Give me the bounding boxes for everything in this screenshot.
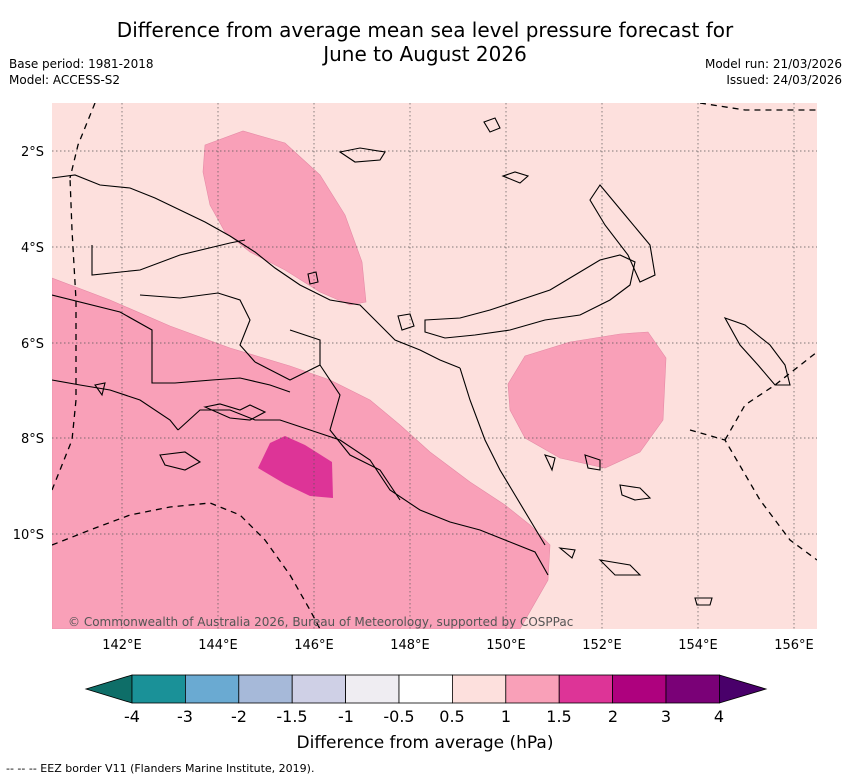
lon-label: 152°E bbox=[582, 638, 622, 653]
colorbar-tick: 0.5 bbox=[439, 707, 464, 726]
graticule bbox=[52, 103, 817, 629]
lon-label: 156°E bbox=[774, 638, 814, 653]
colorbar-extend-high bbox=[719, 674, 768, 704]
model-run: Model run: 21/03/2026 bbox=[704, 57, 842, 71]
colorbar-title: Difference from average (hPa) bbox=[297, 733, 554, 753]
lat-label: 4°S bbox=[21, 241, 44, 256]
coastlines bbox=[52, 117, 791, 606]
lat-labels: 2°S 4°S 6°S 8°S 10°S bbox=[13, 145, 44, 543]
colorbar-tick: -3 bbox=[177, 707, 193, 726]
colorbar-ticks: -4 -3 -2 -1.5 -1 -0.5 0.5 1 1.5 2 3 4 bbox=[124, 707, 724, 726]
lat-label: 6°S bbox=[21, 337, 44, 352]
eez-borders bbox=[52, 103, 817, 629]
colorbar-tick: -2 bbox=[231, 707, 247, 726]
lat-label: 8°S bbox=[21, 432, 44, 447]
issued-date: Issued: 24/03/2026 bbox=[726, 73, 842, 87]
colorbar-swatch bbox=[558, 674, 614, 704]
colorbar-swatch bbox=[612, 674, 667, 704]
lon-label: 150°E bbox=[486, 638, 526, 653]
meta-left: Base period: 1981-2018 Model: ACCESS-S2 bbox=[9, 56, 154, 88]
anomaly-region-1-1.5-north bbox=[202, 130, 367, 306]
colorbar-tick: 1 bbox=[501, 707, 511, 726]
base-period: Base period: 1981-2018 bbox=[9, 57, 154, 71]
map-area: © Commonwealth of Australia 2026, Bureau… bbox=[52, 103, 817, 629]
colorbar bbox=[84, 674, 768, 704]
colorbar-tick: 2 bbox=[608, 707, 618, 726]
colorbar-swatch bbox=[184, 674, 240, 704]
colorbar-swatch bbox=[665, 674, 720, 704]
meta-right: Model run: 21/03/2026 Issued: 24/03/2026 bbox=[705, 56, 842, 88]
title-line-1: Difference from average mean sea level p… bbox=[116, 18, 734, 42]
lon-label: 146°E bbox=[294, 638, 334, 653]
colorbar-tick: -1.5 bbox=[276, 707, 307, 726]
lon-label: 148°E bbox=[390, 638, 430, 653]
colorbar-tick: 4 bbox=[714, 707, 724, 726]
colorbar-swatch bbox=[131, 674, 186, 704]
model-name: Model: ACCESS-S2 bbox=[9, 73, 121, 87]
lon-label: 144°E bbox=[198, 638, 238, 653]
lon-labels: 142°E 144°E 146°E 148°E 150°E 152°E 154°… bbox=[102, 638, 814, 653]
copyright-text: © Commonwealth of Australia 2026, Bureau… bbox=[68, 615, 573, 629]
eez-legend-note: -- -- -- EEZ border V11 (Flanders Marine… bbox=[6, 762, 315, 775]
colorbar-tick: 1.5 bbox=[546, 707, 571, 726]
lat-label: 2°S bbox=[21, 145, 44, 160]
colorbar-tick: -0.5 bbox=[383, 707, 414, 726]
colorbar-swatch bbox=[291, 674, 347, 704]
title-line-2: June to August 2026 bbox=[323, 42, 527, 66]
colorbar-swatch bbox=[345, 674, 400, 704]
lon-label: 142°E bbox=[102, 638, 142, 653]
colorbar-swatch bbox=[505, 674, 560, 704]
colorbar-tick: 3 bbox=[661, 707, 671, 726]
colorbar-tick: -4 bbox=[124, 707, 140, 726]
colorbar-tick: -1 bbox=[338, 707, 354, 726]
lon-label: 154°E bbox=[678, 638, 718, 653]
colorbar-swatch bbox=[238, 674, 293, 704]
colorbar-swatch bbox=[398, 674, 453, 704]
colorbar-extend-low bbox=[84, 674, 133, 704]
map-title: Difference from average mean sea level p… bbox=[0, 18, 850, 66]
colorbar-swatch bbox=[451, 674, 507, 704]
lat-label: 10°S bbox=[13, 528, 44, 543]
